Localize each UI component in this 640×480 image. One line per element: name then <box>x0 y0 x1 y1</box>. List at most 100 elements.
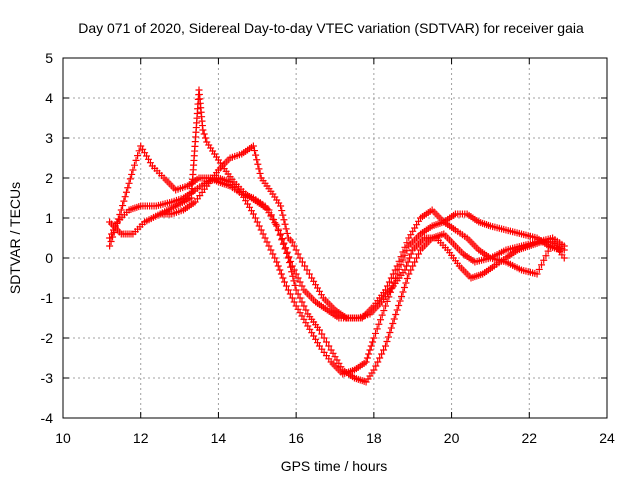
data-point <box>380 307 388 315</box>
data-point <box>400 284 408 291</box>
data-point <box>270 216 278 224</box>
data-point <box>384 333 392 341</box>
data-point <box>282 225 290 233</box>
data-point <box>370 334 378 342</box>
data-point <box>125 179 133 187</box>
data-point <box>403 275 411 282</box>
data-point <box>413 254 421 262</box>
data-point <box>106 234 114 242</box>
data-point <box>286 290 294 298</box>
data-point <box>273 258 281 266</box>
data-point <box>318 330 326 338</box>
data-point <box>288 238 296 246</box>
data-point <box>279 274 287 282</box>
data-point <box>255 222 263 230</box>
data-point <box>126 175 134 183</box>
data-point <box>290 242 298 250</box>
data-point <box>398 293 406 300</box>
data-point <box>292 286 300 294</box>
data-point <box>279 211 287 219</box>
data-point <box>251 147 259 155</box>
data-point <box>322 338 330 346</box>
data-point <box>134 152 142 160</box>
series-layer <box>106 86 568 386</box>
data-point <box>267 211 275 219</box>
data-point <box>283 229 291 237</box>
data-point <box>542 252 550 260</box>
data-point <box>373 325 381 333</box>
data-point <box>201 134 209 142</box>
data-point <box>387 288 395 296</box>
data-point <box>122 188 130 196</box>
data-point <box>277 270 285 278</box>
x-tick-label: 20 <box>444 430 460 446</box>
x-tick-label: 18 <box>366 430 382 446</box>
data-point <box>399 288 407 296</box>
data-point <box>282 282 290 290</box>
data-point <box>382 302 390 310</box>
data-point <box>362 358 370 366</box>
data-point <box>365 350 373 358</box>
data-point <box>284 286 292 294</box>
data-point <box>393 262 401 270</box>
data-point <box>415 250 423 258</box>
data-point <box>271 254 279 262</box>
data-point <box>315 326 323 334</box>
data-point <box>253 218 261 226</box>
data-point <box>278 235 286 243</box>
data-point <box>393 306 401 314</box>
data-point <box>372 362 380 370</box>
data-point <box>363 354 371 362</box>
y-tick-label: 3 <box>45 130 53 146</box>
data-point <box>292 246 300 254</box>
data-point <box>274 225 282 233</box>
data-point <box>288 262 296 270</box>
data-point <box>409 262 417 270</box>
data-point <box>385 278 393 286</box>
data-point <box>402 279 410 287</box>
data-point <box>130 161 138 169</box>
data-point <box>377 316 385 324</box>
data-point <box>396 297 404 305</box>
data-point <box>402 262 410 270</box>
data-point <box>282 244 290 252</box>
data-point <box>407 250 415 258</box>
data-point <box>296 254 304 262</box>
data-point <box>399 248 407 256</box>
data-point <box>406 254 414 262</box>
data-point <box>251 214 259 222</box>
data-point <box>556 246 564 254</box>
data-point <box>294 274 302 282</box>
y-tick-label: 4 <box>45 90 53 106</box>
data-point <box>374 358 382 366</box>
data-point <box>367 342 375 350</box>
data-point <box>296 278 304 286</box>
data-point <box>278 207 286 215</box>
data-point <box>200 130 208 138</box>
data-point <box>287 257 295 265</box>
data-point <box>403 239 411 247</box>
data-point <box>120 197 128 205</box>
data-point <box>290 266 298 274</box>
data-point <box>294 250 302 258</box>
data-point <box>280 239 288 247</box>
data-point <box>254 160 262 168</box>
y-tick-label: -2 <box>41 330 54 346</box>
data-point <box>366 346 374 354</box>
x-tick-label: 22 <box>521 430 537 446</box>
data-point <box>540 256 548 264</box>
data-point <box>382 286 390 294</box>
data-point <box>389 320 397 327</box>
data-point <box>277 202 285 210</box>
data-point <box>280 216 288 224</box>
y-tick-label: 0 <box>45 250 53 266</box>
data-point <box>281 220 289 228</box>
data-point <box>305 270 313 278</box>
y-tick-label: 5 <box>45 50 53 66</box>
data-point <box>300 302 308 310</box>
data-point <box>277 230 285 238</box>
x-tick-label: 12 <box>133 430 149 446</box>
plot-frame <box>62 57 608 419</box>
data-point <box>257 226 265 234</box>
data-point <box>273 222 281 230</box>
